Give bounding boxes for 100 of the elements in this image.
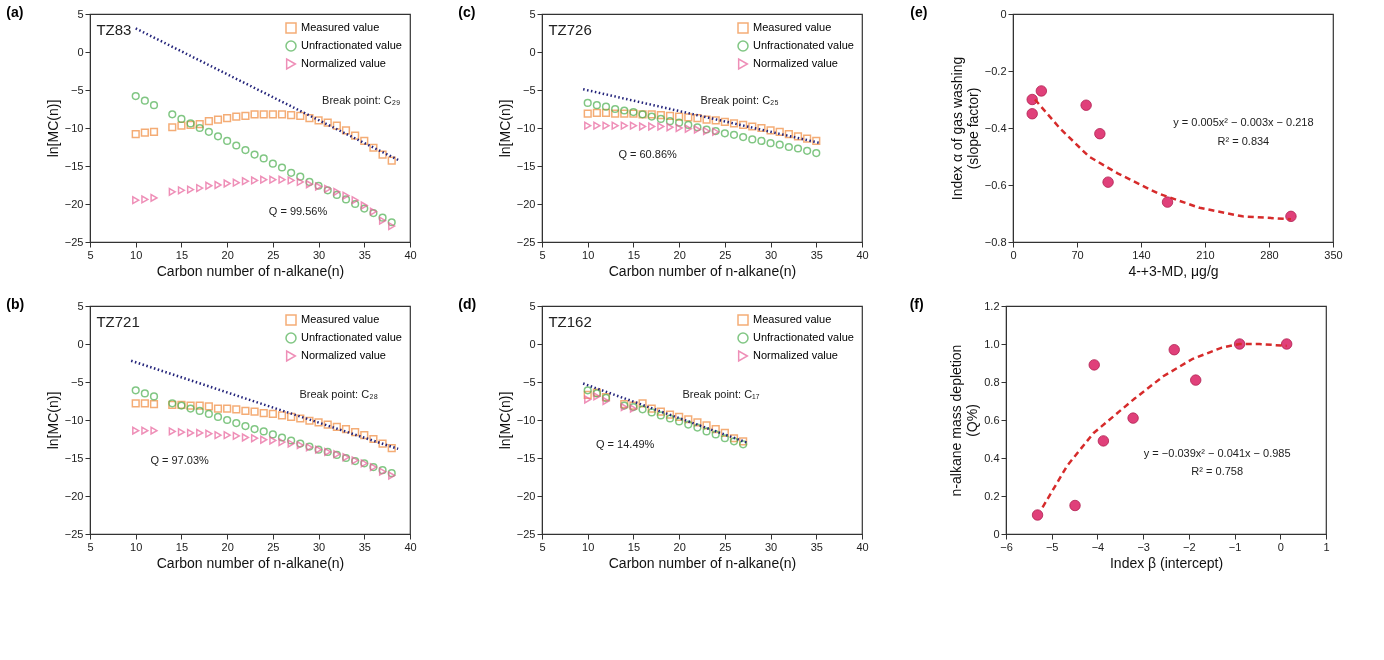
point xyxy=(314,116,323,125)
y-axis-title: ln[MC(n)] xyxy=(44,99,61,158)
y-tick-label: −20 xyxy=(64,197,84,210)
legend-label: Measured value xyxy=(753,21,832,33)
x-tick-label: 5 xyxy=(539,248,546,261)
point xyxy=(1281,338,1293,350)
x-tick-label: 5 xyxy=(87,540,94,553)
legend-label: Unfractionated value xyxy=(753,331,854,343)
legend-label: Normalized value xyxy=(301,57,386,69)
point xyxy=(141,195,149,204)
legend-label: Normalized value xyxy=(301,349,386,361)
legend-label: Unfractionated value xyxy=(753,39,854,51)
point xyxy=(250,407,259,416)
point xyxy=(720,434,729,443)
point xyxy=(213,115,223,124)
point xyxy=(149,101,159,110)
point xyxy=(360,136,369,146)
y-tick-label: 5 xyxy=(529,299,536,312)
point xyxy=(278,437,286,447)
point xyxy=(250,110,259,119)
point xyxy=(1127,412,1139,424)
y-tick-label: −10 xyxy=(516,413,536,426)
point xyxy=(287,436,296,445)
y-tick-label: −0.8 xyxy=(984,235,1007,248)
point xyxy=(739,133,748,142)
point xyxy=(684,415,693,424)
point xyxy=(213,412,223,422)
point xyxy=(296,111,305,120)
point xyxy=(601,102,611,111)
point xyxy=(638,399,647,408)
x-tick-label: 30 xyxy=(764,248,778,261)
point xyxy=(205,429,213,438)
y-tick-label: −25 xyxy=(516,235,536,248)
x-tick-label: −4 xyxy=(1091,540,1105,553)
point xyxy=(387,218,396,227)
point xyxy=(204,117,213,126)
point xyxy=(341,425,351,434)
y-tick-label: −15 xyxy=(64,451,84,464)
annotation: Break point: C₁₇ xyxy=(682,387,760,400)
point xyxy=(1161,196,1174,208)
point xyxy=(132,426,140,435)
y-tick-label: −25 xyxy=(64,527,84,540)
point xyxy=(186,428,195,438)
point xyxy=(332,121,341,130)
x-tick-label: −1 xyxy=(1228,540,1242,553)
point xyxy=(675,412,684,422)
y-tick-label: 0.2 xyxy=(984,489,1000,502)
point xyxy=(592,108,601,117)
annotation: TZ721 xyxy=(96,312,140,330)
point xyxy=(665,117,675,126)
point xyxy=(259,427,268,436)
point xyxy=(287,412,296,422)
point xyxy=(204,402,213,411)
point xyxy=(260,435,268,444)
x-axis-title: Carbon number of n-alkane(n) xyxy=(608,262,797,279)
point xyxy=(360,431,369,440)
x-tick-label: 10 xyxy=(130,248,143,261)
legend-label: Measured value xyxy=(301,313,380,325)
x-tick-label: 35 xyxy=(810,540,823,553)
point xyxy=(766,126,775,135)
point xyxy=(232,418,241,428)
x-tick-label: 5 xyxy=(539,540,546,553)
x-tick-label: 210 xyxy=(1196,248,1215,261)
point xyxy=(387,444,396,453)
point xyxy=(793,144,803,153)
point xyxy=(250,425,259,434)
annotation: TZ162 xyxy=(548,312,592,330)
point xyxy=(1088,359,1100,371)
point xyxy=(196,428,204,438)
point xyxy=(232,141,241,150)
point xyxy=(812,148,821,158)
point xyxy=(611,121,619,130)
point xyxy=(656,411,665,420)
point xyxy=(195,123,204,133)
point xyxy=(729,130,739,139)
point xyxy=(611,109,620,118)
annotation: TZ83 xyxy=(96,20,132,38)
x-tick-label: 30 xyxy=(312,540,326,553)
point xyxy=(775,140,784,149)
y-tick-label: −10 xyxy=(64,121,84,134)
point xyxy=(241,421,250,431)
chart-title: (b) xyxy=(6,296,25,312)
point xyxy=(1031,509,1044,521)
point xyxy=(213,404,223,413)
point xyxy=(168,427,176,436)
point xyxy=(232,178,240,187)
point xyxy=(232,405,241,414)
point xyxy=(775,127,784,136)
point xyxy=(748,122,757,131)
point xyxy=(268,430,277,439)
x-tick-label: 20 xyxy=(221,540,234,553)
point xyxy=(132,196,140,205)
point xyxy=(684,113,693,122)
annotation: Q = 99.56% xyxy=(268,205,328,218)
point xyxy=(720,129,729,138)
point xyxy=(784,142,793,152)
annotation: Q = 14.49% xyxy=(596,438,655,451)
point xyxy=(150,426,158,435)
point xyxy=(388,221,396,231)
point xyxy=(287,168,296,177)
